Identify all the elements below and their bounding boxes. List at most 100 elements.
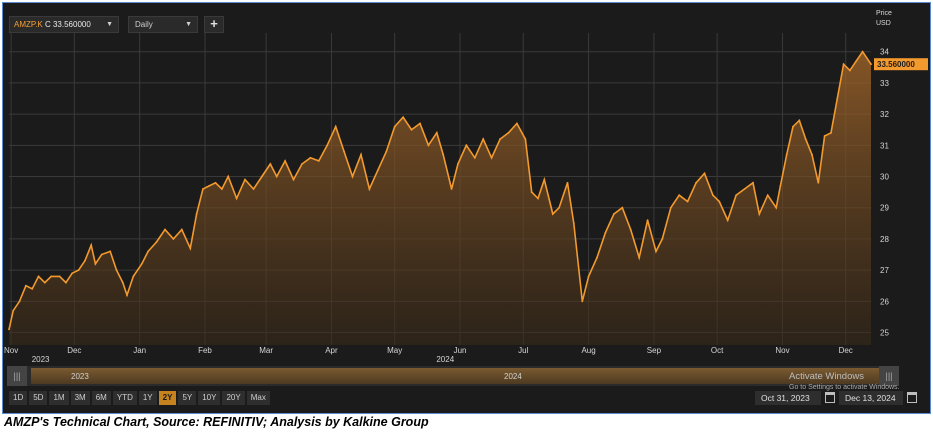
data-point <box>442 153 445 156</box>
calendar-icon[interactable] <box>825 392 835 403</box>
data-point <box>792 125 794 128</box>
price-chart[interactable]: 25 26 27 28 29 30 31 32 33 34 Nov Dec Jan Feb Mar Apr M… <box>3 3 930 413</box>
data-point <box>435 131 438 134</box>
x-tick-label: Sep <box>647 346 662 355</box>
data-point <box>686 200 689 203</box>
interval-selector[interactable]: Daily ▼ <box>128 16 198 33</box>
data-point <box>612 213 615 215</box>
range-button-1y[interactable]: 1Y <box>138 391 157 405</box>
date-from-field[interactable]: Oct 31, 2023 <box>755 391 821 405</box>
range-button-ytd[interactable]: YTD <box>112 391 137 405</box>
range-button-5d[interactable]: 5D <box>29 391 48 405</box>
chevron-down-icon[interactable]: ▼ <box>106 21 113 28</box>
range-button-10y[interactable]: 10Y <box>198 391 221 405</box>
range-button-3m[interactable]: 3M <box>70 391 90 405</box>
data-point <box>343 150 346 153</box>
data-point <box>77 269 80 272</box>
x-tick-label: Dec <box>67 346 81 355</box>
range-button-5y[interactable]: 5Y <box>178 391 197 405</box>
date-to-field[interactable]: Dec 13, 2024 <box>839 391 903 405</box>
data-point <box>457 163 459 165</box>
y-tick-label: 29 <box>880 204 889 213</box>
data-point <box>71 272 74 275</box>
range-button-2y[interactable]: 2Y <box>158 391 177 405</box>
data-point <box>393 125 396 128</box>
data-point <box>798 119 801 122</box>
data-point <box>629 228 632 231</box>
data-point <box>596 256 598 259</box>
data-point <box>164 228 166 231</box>
chevron-down-icon[interactable]: ▼ <box>185 21 192 28</box>
x-year-label: 2024 <box>436 355 454 364</box>
data-point <box>132 275 135 278</box>
data-point <box>227 175 230 178</box>
data-point <box>785 153 788 156</box>
calendar-icon[interactable] <box>907 392 917 403</box>
data-point <box>140 262 143 265</box>
data-point <box>147 250 150 253</box>
y-tick-label: 30 <box>880 173 889 182</box>
ric-code: AMZP.K <box>14 20 43 29</box>
data-point <box>572 222 575 225</box>
navigator-strip[interactable]: ||| 2023 2024 ||| <box>7 366 899 386</box>
price-area <box>9 51 871 345</box>
data-point <box>473 156 476 159</box>
data-point <box>18 300 21 303</box>
data-point <box>58 275 61 278</box>
data-point <box>8 328 10 331</box>
data-point <box>743 188 746 190</box>
x-tick-label: Nov <box>4 346 18 355</box>
data-point <box>220 188 223 190</box>
y-tick-label: 31 <box>880 141 889 150</box>
data-point <box>581 300 584 303</box>
y-tick-label: 25 <box>880 329 889 338</box>
range-button-max[interactable]: Max <box>246 391 270 405</box>
range-button-1m[interactable]: 1M <box>49 391 69 405</box>
data-point <box>870 63 872 66</box>
data-point <box>402 116 405 119</box>
range-button-6m[interactable]: 6M <box>91 391 111 405</box>
range-button-20y[interactable]: 20Y <box>222 391 245 405</box>
range-buttons: 1D 5D 1M 3M 6M YTD 1Y 2Y 5Y 10Y 20Y Max <box>9 391 272 405</box>
x-tick-label: Jan <box>133 346 146 355</box>
data-point <box>543 178 546 181</box>
data-point <box>360 153 362 156</box>
data-point <box>24 284 27 287</box>
navigator-range[interactable]: 2023 2024 <box>31 368 881 384</box>
data-point <box>726 219 729 222</box>
navigator-left-handle[interactable]: ||| <box>7 366 27 386</box>
chart-toolbar: AMZP.K C 33.560000 ▼ Daily ▼ + Price USD <box>3 3 930 33</box>
data-point <box>735 194 738 197</box>
data-point <box>427 144 430 147</box>
range-button-1d[interactable]: 1D <box>9 391 28 405</box>
add-button[interactable]: + <box>204 16 224 33</box>
navigator-year-2024: 2024 <box>504 372 522 381</box>
data-point <box>855 60 858 62</box>
y-tick-label: 28 <box>880 235 889 244</box>
data-point <box>566 181 569 184</box>
figure-caption: AMZP's Technical Chart, Source: REFINITI… <box>4 415 429 429</box>
data-point <box>172 238 175 240</box>
price-axis-title: Price <box>876 10 892 17</box>
x-tick-label: Aug <box>581 346 595 355</box>
data-point <box>779 184 782 187</box>
x-tick-label: Apr <box>325 346 338 355</box>
last-price-text: 33.560000 <box>877 60 915 69</box>
data-point <box>121 281 124 284</box>
navigator-right-handle[interactable]: ||| <box>879 366 899 386</box>
data-point <box>482 138 485 140</box>
x-tick-label: Feb <box>198 346 212 355</box>
data-point <box>65 281 67 284</box>
data-point <box>465 144 468 147</box>
data-point <box>775 206 778 209</box>
data-point <box>450 188 453 190</box>
x-tick-label: Jul <box>518 346 528 355</box>
ric-selector[interactable]: AMZP.K C 33.560000 ▼ <box>9 16 119 33</box>
interval-label: Daily <box>135 20 153 29</box>
data-point <box>189 247 192 250</box>
data-point <box>587 275 590 278</box>
data-point <box>646 219 649 222</box>
watermark-title: Activate Windows <box>789 371 864 382</box>
data-point <box>201 188 204 190</box>
data-point <box>94 262 97 265</box>
